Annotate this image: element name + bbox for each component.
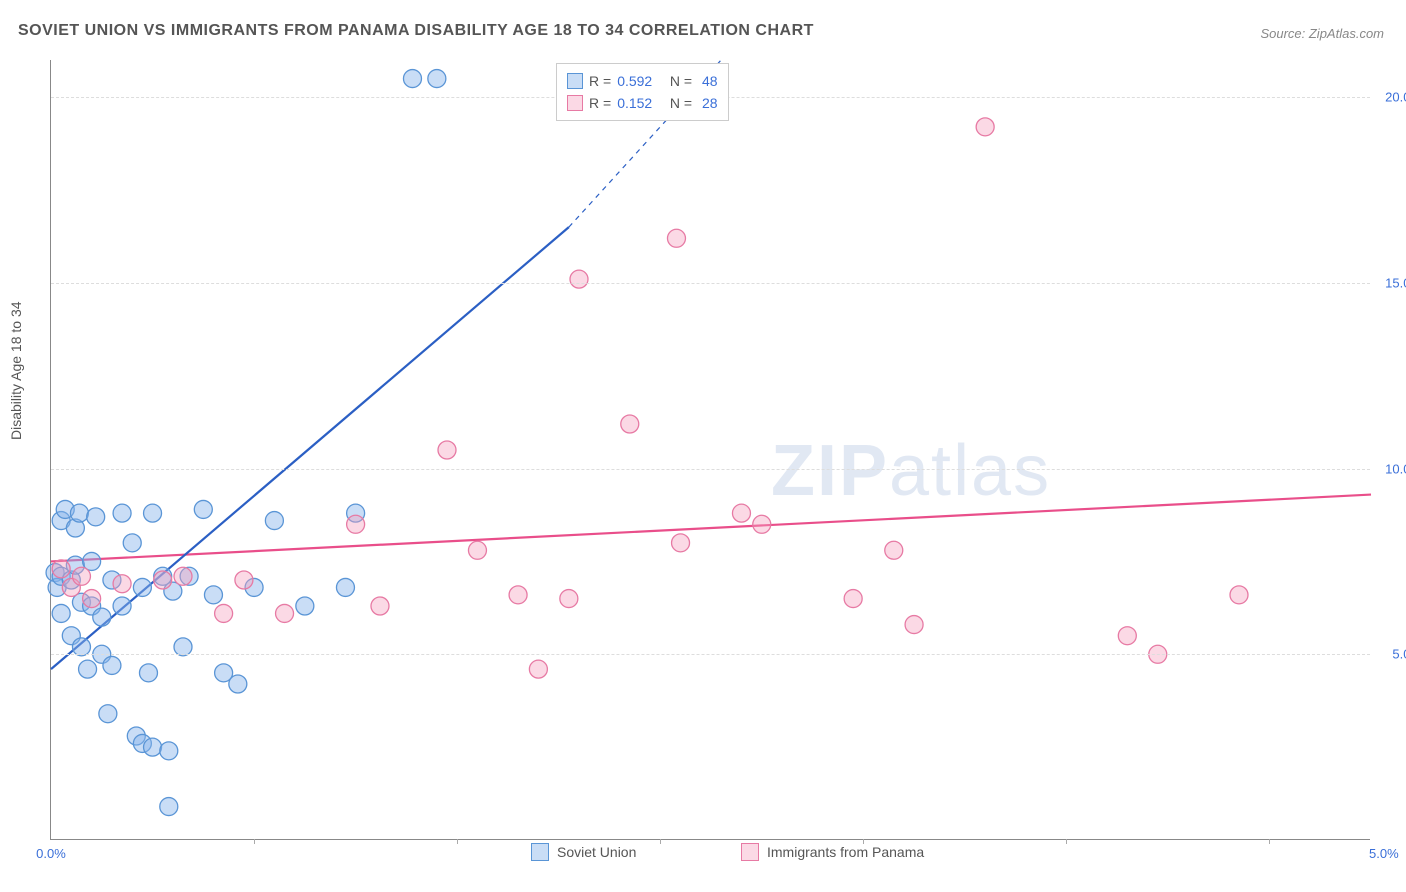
- scatter-point: [113, 504, 131, 522]
- legend-swatch: [531, 843, 549, 861]
- scatter-point: [123, 534, 141, 552]
- y-tick-label: 10.0%: [1385, 461, 1406, 476]
- x-tick-minor: [1269, 839, 1270, 844]
- scatter-point: [265, 512, 283, 530]
- stat-r-label: R =: [589, 95, 611, 111]
- scatter-point: [139, 664, 157, 682]
- chart-svg: [51, 60, 1370, 839]
- stats-row: R = 0.152 N = 28: [567, 92, 718, 114]
- chart-title: SOVIET UNION VS IMMIGRANTS FROM PANAMA D…: [18, 22, 814, 40]
- scatter-point: [621, 415, 639, 433]
- scatter-point: [468, 541, 486, 559]
- x-tick-label-right: 5.0%: [1369, 846, 1399, 861]
- x-tick-label-left: 0.0%: [36, 846, 66, 861]
- scatter-point: [79, 660, 97, 678]
- scatter-point: [529, 660, 547, 678]
- scatter-point: [229, 675, 247, 693]
- scatter-point: [570, 270, 588, 288]
- scatter-point: [371, 597, 389, 615]
- scatter-point: [403, 70, 421, 88]
- legend-swatch: [567, 73, 583, 89]
- scatter-point: [885, 541, 903, 559]
- source-attribution: Source: ZipAtlas.com: [1260, 26, 1384, 41]
- gridline: [51, 654, 1370, 655]
- scatter-point: [905, 616, 923, 634]
- scatter-point: [103, 656, 121, 674]
- scatter-point: [113, 575, 131, 593]
- scatter-point: [667, 229, 685, 247]
- scatter-point: [72, 638, 90, 656]
- stat-r-label: R =: [589, 73, 611, 89]
- scatter-point: [296, 597, 314, 615]
- scatter-point: [113, 597, 131, 615]
- x-tick-minor: [660, 839, 661, 844]
- scatter-point: [144, 738, 162, 756]
- scatter-point: [1230, 586, 1248, 604]
- scatter-point: [1118, 627, 1136, 645]
- scatter-point: [52, 604, 70, 622]
- stat-r-value: 0.592: [617, 73, 652, 89]
- scatter-point: [72, 567, 90, 585]
- scatter-point: [174, 567, 192, 585]
- x-tick-minor: [254, 839, 255, 844]
- legend-label: Immigrants from Panama: [767, 844, 924, 860]
- scatter-point: [438, 441, 456, 459]
- scatter-point: [235, 571, 253, 589]
- scatter-point: [160, 742, 178, 760]
- stat-n-value: 28: [702, 95, 718, 111]
- scatter-point: [336, 578, 354, 596]
- legend-swatch: [567, 95, 583, 111]
- x-tick-minor: [1066, 839, 1067, 844]
- legend-entry: Immigrants from Panama: [741, 843, 924, 861]
- y-tick-label: 15.0%: [1385, 275, 1406, 290]
- stats-row: R = 0.592 N = 48: [567, 70, 718, 92]
- scatter-point: [133, 578, 151, 596]
- y-tick-label: 20.0%: [1385, 90, 1406, 105]
- y-tick-label: 5.0%: [1392, 647, 1406, 662]
- scatter-point: [509, 586, 527, 604]
- stat-n-label: N =: [658, 73, 696, 89]
- scatter-point: [672, 534, 690, 552]
- regression-line-panama: [51, 495, 1371, 562]
- stat-n-value: 48: [702, 73, 718, 89]
- scatter-point: [144, 504, 162, 522]
- scatter-point: [93, 608, 111, 626]
- scatter-point: [87, 508, 105, 526]
- legend-label: Soviet Union: [557, 844, 636, 860]
- stat-n-label: N =: [658, 95, 696, 111]
- scatter-point: [160, 798, 178, 816]
- gridline: [51, 283, 1370, 284]
- gridline: [51, 469, 1370, 470]
- scatter-point: [99, 705, 117, 723]
- legend-swatch: [741, 843, 759, 861]
- scatter-point: [70, 504, 88, 522]
- scatter-point: [276, 604, 294, 622]
- legend-entry: Soviet Union: [531, 843, 636, 861]
- x-tick-minor: [457, 839, 458, 844]
- stats-legend: R = 0.592 N = 48 R = 0.152 N = 28: [556, 63, 729, 121]
- scatter-point: [204, 586, 222, 604]
- scatter-point: [732, 504, 750, 522]
- scatter-point: [215, 604, 233, 622]
- scatter-point: [976, 118, 994, 136]
- scatter-point: [194, 500, 212, 518]
- scatter-point: [347, 515, 365, 533]
- scatter-point: [428, 70, 446, 88]
- plot-area: ZIPatlas 5.0%10.0%15.0%20.0%0.0%5.0% R =…: [50, 60, 1370, 840]
- scatter-point: [52, 560, 70, 578]
- scatter-point: [83, 590, 101, 608]
- scatter-point: [174, 638, 192, 656]
- scatter-point: [154, 571, 172, 589]
- y-axis-label: Disability Age 18 to 34: [8, 301, 24, 440]
- scatter-point: [844, 590, 862, 608]
- scatter-point: [560, 590, 578, 608]
- scatter-point: [753, 515, 771, 533]
- stat-r-value: 0.152: [617, 95, 652, 111]
